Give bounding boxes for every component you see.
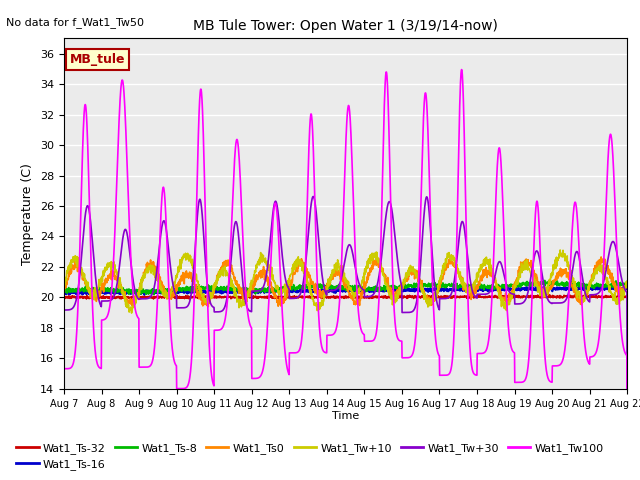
Wat1_Ts-32 xyxy=(574,293,582,299)
Wat1_Ts-32 xyxy=(60,295,68,300)
Wat1_Tw+30 xyxy=(309,193,317,199)
Line: Wat1_Ts0: Wat1_Ts0 xyxy=(64,257,627,307)
Wat1_Tw+30 xyxy=(374,277,382,283)
Wat1_Ts-16 xyxy=(623,286,631,292)
Wat1_Tw100 xyxy=(574,220,582,226)
Wat1_Ts-8 xyxy=(218,285,225,291)
Wat1_Tw+10 xyxy=(128,310,136,316)
Wat1_Ts-8 xyxy=(374,289,382,295)
Wat1_Tw+10 xyxy=(623,278,631,284)
Wat1_Ts0 xyxy=(362,280,370,286)
Line: Wat1_Ts-16: Wat1_Ts-16 xyxy=(64,287,627,295)
Wat1_Tw+10 xyxy=(374,260,382,265)
Wat1_Tw100 xyxy=(509,349,517,355)
Line: Wat1_Tw+30: Wat1_Tw+30 xyxy=(64,196,627,480)
Wat1_Ts-8 xyxy=(60,289,68,295)
Wat1_Ts0 xyxy=(218,266,225,272)
Wat1_Ts-16 xyxy=(218,287,225,293)
Wat1_Tw+30 xyxy=(60,307,68,313)
Wat1_Ts-8 xyxy=(362,288,370,294)
Wat1_Ts0 xyxy=(510,284,518,289)
Wat1_Ts-32 xyxy=(623,293,631,299)
Wat1_Tw100 xyxy=(458,67,465,72)
Title: MB Tule Tower: Open Water 1 (3/19/14-now): MB Tule Tower: Open Water 1 (3/19/14-now… xyxy=(193,19,498,33)
Wat1_Ts-8 xyxy=(623,281,631,287)
Wat1_Ts-32 xyxy=(509,293,517,299)
Line: Wat1_Ts-8: Wat1_Ts-8 xyxy=(64,280,627,295)
Wat1_Ts-32 xyxy=(150,296,157,302)
Wat1_Tw100 xyxy=(589,353,597,359)
Wat1_Tw+30 xyxy=(574,250,582,255)
Wat1_Ts-8 xyxy=(509,282,517,288)
Wat1_Ts0 xyxy=(60,288,68,293)
Wat1_Ts-16 xyxy=(362,288,370,294)
Wat1_Tw+10 xyxy=(509,289,517,295)
Wat1_Ts-32 xyxy=(218,294,225,300)
Wat1_Tw100 xyxy=(217,326,225,332)
Wat1_Tw100 xyxy=(362,338,370,344)
X-axis label: Time: Time xyxy=(332,411,359,421)
Wat1_Tw+10 xyxy=(574,289,582,295)
Wat1_Tw+10 xyxy=(218,268,225,274)
Wat1_Ts-16 xyxy=(509,288,517,293)
Wat1_Ts0 xyxy=(589,273,597,278)
Wat1_Ts-32 xyxy=(362,293,370,299)
Wat1_Ts0 xyxy=(574,295,582,301)
Wat1_Tw+10 xyxy=(362,267,370,273)
Wat1_Ts-32 xyxy=(589,294,597,300)
Wat1_Tw+10 xyxy=(60,281,68,287)
Wat1_Ts0 xyxy=(374,259,382,264)
Wat1_Ts-8 xyxy=(574,280,582,286)
Wat1_Ts-16 xyxy=(589,285,597,291)
Wat1_Ts0 xyxy=(623,280,631,286)
Wat1_Tw+30 xyxy=(362,294,370,300)
Wat1_Ts-8 xyxy=(541,277,548,283)
Wat1_Ts-16 xyxy=(374,288,382,293)
Line: Wat1_Tw100: Wat1_Tw100 xyxy=(64,70,627,480)
Line: Wat1_Ts-32: Wat1_Ts-32 xyxy=(64,295,627,299)
Wat1_Ts-8 xyxy=(150,292,158,298)
Wat1_Ts-16 xyxy=(141,292,148,298)
Wat1_Ts-16 xyxy=(60,290,68,296)
Wat1_Ts0 xyxy=(447,254,454,260)
Wat1_Ts-32 xyxy=(546,292,554,298)
Wat1_Ts-16 xyxy=(593,284,601,289)
Wat1_Ts-8 xyxy=(589,283,597,289)
Wat1_Tw100 xyxy=(60,366,68,372)
Wat1_Tw+10 xyxy=(589,276,597,281)
Line: Wat1_Tw+10: Wat1_Tw+10 xyxy=(64,250,627,313)
Wat1_Tw+30 xyxy=(509,291,517,297)
Text: No data for f_Wat1_Tw50: No data for f_Wat1_Tw50 xyxy=(6,17,145,28)
Wat1_Tw+10 xyxy=(556,247,564,253)
Legend: Wat1_Ts-32, Wat1_Ts-16, Wat1_Ts-8, Wat1_Ts0, Wat1_Tw+10, Wat1_Tw+30, Wat1_Tw100: Wat1_Ts-32, Wat1_Ts-16, Wat1_Ts-8, Wat1_… xyxy=(12,438,608,474)
Wat1_Tw+30 xyxy=(217,309,225,314)
Wat1_Ts-32 xyxy=(374,294,382,300)
Wat1_Ts0 xyxy=(204,304,212,310)
Wat1_Tw+30 xyxy=(589,292,597,298)
Wat1_Tw100 xyxy=(374,312,382,318)
Y-axis label: Temperature (C): Temperature (C) xyxy=(22,163,35,264)
Wat1_Ts-16 xyxy=(574,286,582,291)
Text: MB_tule: MB_tule xyxy=(70,53,125,66)
